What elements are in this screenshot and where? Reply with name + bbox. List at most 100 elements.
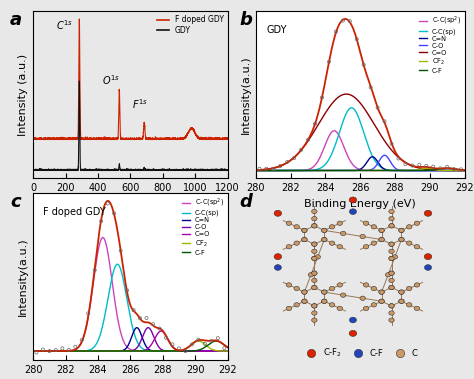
Text: d: d: [239, 193, 252, 211]
Circle shape: [321, 237, 327, 242]
F doped GDY: [78, 125, 83, 130]
Circle shape: [389, 209, 394, 214]
Circle shape: [311, 285, 317, 290]
GDY: [75, 165, 81, 169]
Point: [276, 163, 284, 169]
Circle shape: [321, 228, 327, 233]
Point: [291, 155, 298, 161]
Circle shape: [399, 290, 404, 294]
Y-axis label: Intensity(a.u.): Intensity(a.u.): [240, 55, 250, 134]
Circle shape: [389, 216, 394, 221]
Point: [130, 307, 137, 313]
F doped GDY: [223, 135, 229, 140]
Circle shape: [424, 254, 432, 260]
Circle shape: [329, 287, 335, 291]
Circle shape: [329, 225, 335, 229]
Circle shape: [337, 244, 343, 249]
Line: F doped GDY: F doped GDY: [33, 19, 228, 139]
Point: [270, 166, 277, 172]
Circle shape: [302, 228, 307, 233]
Point: [304, 136, 312, 143]
F doped GDY: [225, 136, 230, 141]
Circle shape: [389, 224, 394, 228]
F doped GDY: [75, 124, 81, 129]
Circle shape: [392, 255, 398, 259]
Circle shape: [407, 225, 412, 229]
GDY: [225, 168, 230, 172]
Point: [353, 36, 361, 42]
Text: GDY: GDY: [266, 25, 287, 35]
Circle shape: [371, 303, 376, 307]
Circle shape: [364, 221, 369, 226]
Point: [169, 341, 176, 347]
F doped GDY: [76, 18, 82, 22]
GDY: [76, 79, 82, 83]
Circle shape: [389, 242, 394, 246]
Circle shape: [302, 290, 307, 294]
Circle shape: [302, 290, 307, 294]
Circle shape: [425, 265, 431, 270]
Point: [416, 162, 423, 168]
Point: [58, 345, 66, 351]
Circle shape: [389, 318, 394, 322]
Circle shape: [311, 242, 317, 246]
Point: [367, 85, 374, 91]
Text: a: a: [10, 11, 22, 29]
Circle shape: [294, 287, 300, 291]
Point: [39, 346, 46, 352]
Circle shape: [311, 256, 317, 261]
Point: [332, 28, 340, 34]
Text: c: c: [10, 193, 20, 211]
Text: F doped GDY: F doped GDY: [43, 207, 106, 217]
Point: [188, 341, 196, 348]
Circle shape: [379, 299, 384, 304]
GDY: [97, 168, 102, 173]
Circle shape: [399, 237, 404, 242]
Circle shape: [329, 241, 335, 245]
Circle shape: [379, 228, 384, 233]
Circle shape: [302, 299, 307, 304]
Circle shape: [399, 299, 404, 304]
Circle shape: [379, 228, 384, 233]
Point: [110, 210, 118, 216]
Point: [283, 159, 291, 165]
Circle shape: [424, 210, 432, 216]
Circle shape: [389, 271, 394, 276]
Point: [182, 348, 189, 354]
F doped GDY: [118, 130, 123, 135]
Point: [429, 164, 437, 170]
Y-axis label: Intensity (a.u.): Intensity (a.u.): [18, 54, 27, 136]
Text: $C^{1s}$: $C^{1s}$: [56, 18, 73, 32]
Circle shape: [321, 237, 327, 242]
Circle shape: [274, 210, 282, 216]
Circle shape: [315, 255, 320, 259]
Circle shape: [364, 283, 369, 287]
Point: [401, 161, 409, 167]
Circle shape: [321, 290, 327, 294]
Circle shape: [364, 244, 369, 249]
Circle shape: [302, 228, 307, 233]
Circle shape: [364, 306, 369, 310]
Circle shape: [294, 303, 300, 307]
Point: [194, 337, 202, 343]
Point: [65, 347, 73, 353]
Point: [208, 338, 215, 344]
Text: $O^{1s}$: $O^{1s}$: [102, 73, 120, 87]
Circle shape: [286, 306, 292, 310]
Point: [175, 345, 182, 351]
Point: [91, 267, 99, 273]
Circle shape: [308, 273, 314, 277]
Circle shape: [399, 290, 404, 294]
Circle shape: [321, 299, 327, 304]
Point: [381, 118, 388, 124]
Circle shape: [274, 254, 282, 260]
GDY: [78, 165, 83, 169]
Circle shape: [399, 237, 404, 242]
Point: [33, 349, 40, 356]
Point: [263, 166, 270, 172]
Text: b: b: [239, 11, 252, 29]
Point: [457, 166, 465, 172]
Circle shape: [340, 293, 346, 297]
X-axis label: Binding Energy (eV): Binding Energy (eV): [74, 199, 186, 208]
Circle shape: [294, 225, 300, 229]
